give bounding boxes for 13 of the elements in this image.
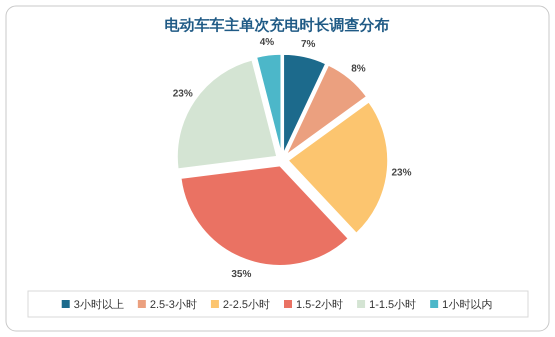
legend-label: 1.5-2小时: [296, 298, 344, 311]
legend-label: 3小时以上: [74, 298, 124, 311]
legend-label: 2.5-3小时: [150, 298, 197, 311]
legend-label: 1小时以内: [442, 298, 492, 311]
data-label: 23%: [172, 88, 193, 100]
legend-label: 2-2.5小时: [222, 298, 270, 311]
data-label: 35%: [231, 268, 252, 280]
data-label: 7%: [300, 38, 316, 50]
legend-label: 1-1.5小时: [369, 298, 416, 311]
data-label: 23%: [391, 167, 412, 178]
data-label: 4%: [260, 36, 274, 48]
data-label: 8%: [351, 64, 366, 75]
chart-title: 电动车车主单次充电时长调查分布: [164, 16, 390, 34]
